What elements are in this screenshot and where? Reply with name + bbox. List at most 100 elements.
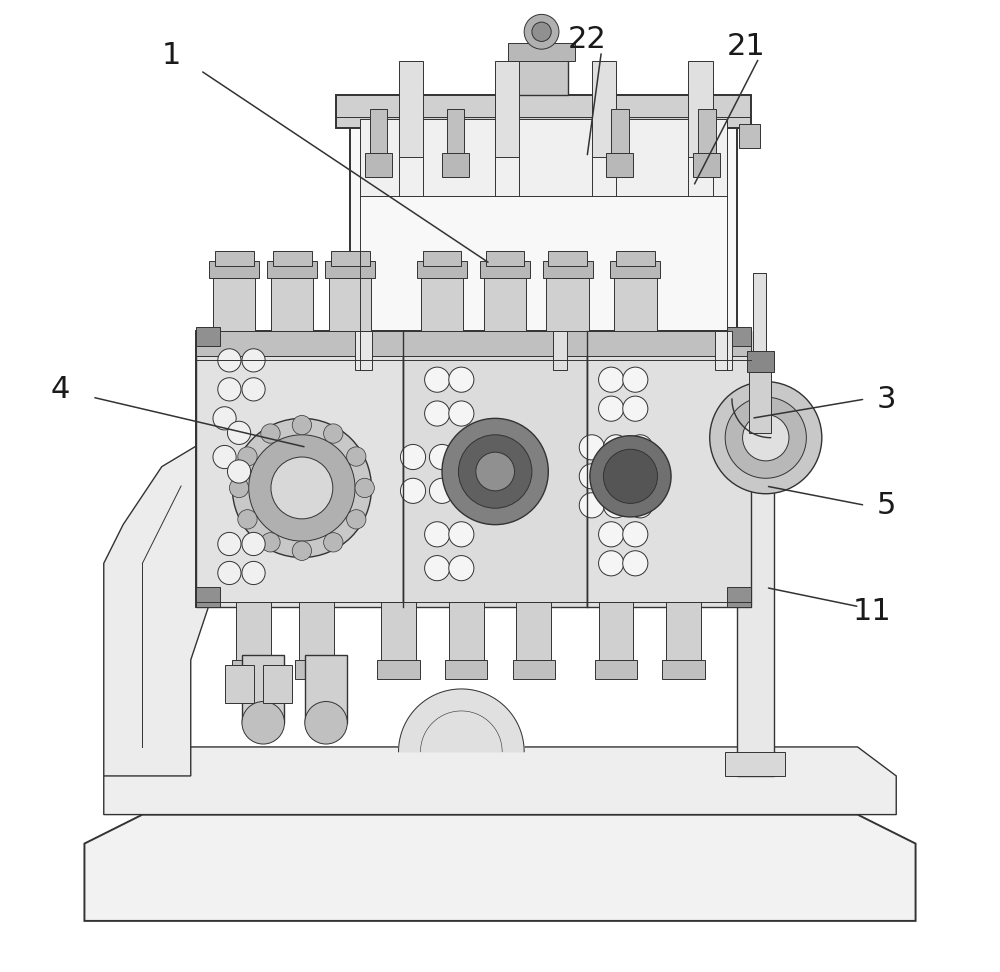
Circle shape bbox=[355, 478, 374, 498]
Circle shape bbox=[524, 15, 559, 50]
Bar bbox=[360, 119, 727, 196]
Bar bbox=[749, 361, 771, 433]
Circle shape bbox=[458, 434, 532, 508]
Bar bbox=[295, 660, 338, 679]
Circle shape bbox=[425, 556, 450, 580]
Text: 22: 22 bbox=[568, 25, 606, 54]
Circle shape bbox=[238, 447, 257, 467]
Circle shape bbox=[242, 349, 265, 372]
Bar bbox=[215, 251, 254, 265]
Bar bbox=[666, 602, 701, 665]
Circle shape bbox=[238, 509, 257, 529]
Bar bbox=[610, 260, 660, 278]
Polygon shape bbox=[104, 437, 287, 776]
Bar bbox=[417, 260, 467, 278]
Text: 4: 4 bbox=[51, 375, 70, 403]
Bar bbox=[611, 109, 629, 157]
Bar bbox=[516, 602, 551, 665]
Bar bbox=[614, 268, 657, 331]
Circle shape bbox=[425, 522, 450, 547]
Text: 21: 21 bbox=[727, 32, 766, 61]
Circle shape bbox=[271, 457, 333, 519]
Bar bbox=[480, 260, 530, 278]
Circle shape bbox=[449, 522, 474, 547]
Circle shape bbox=[242, 378, 265, 401]
Circle shape bbox=[743, 414, 789, 461]
Circle shape bbox=[603, 493, 629, 518]
Circle shape bbox=[579, 434, 604, 460]
Bar bbox=[546, 268, 589, 331]
Bar bbox=[329, 268, 371, 331]
Text: 3: 3 bbox=[877, 385, 896, 413]
Circle shape bbox=[710, 382, 822, 494]
Circle shape bbox=[242, 702, 284, 744]
Bar bbox=[271, 268, 313, 331]
Circle shape bbox=[261, 424, 280, 443]
Circle shape bbox=[429, 478, 455, 503]
Bar bbox=[196, 327, 220, 346]
Bar bbox=[225, 665, 254, 704]
Polygon shape bbox=[84, 815, 916, 920]
Circle shape bbox=[599, 522, 624, 547]
Circle shape bbox=[599, 367, 624, 393]
Bar bbox=[273, 251, 312, 265]
Polygon shape bbox=[104, 746, 896, 815]
Circle shape bbox=[425, 401, 450, 426]
Bar bbox=[232, 660, 275, 679]
Bar bbox=[213, 268, 255, 331]
Bar bbox=[698, 109, 716, 157]
Circle shape bbox=[623, 551, 648, 575]
Bar bbox=[196, 587, 220, 607]
Circle shape bbox=[603, 464, 629, 489]
Bar bbox=[267, 260, 317, 278]
Bar bbox=[336, 94, 751, 128]
Circle shape bbox=[628, 493, 653, 518]
Bar bbox=[727, 587, 751, 607]
Bar bbox=[445, 660, 487, 679]
Circle shape bbox=[261, 533, 280, 552]
Circle shape bbox=[400, 478, 426, 503]
Circle shape bbox=[579, 493, 604, 518]
Circle shape bbox=[292, 415, 312, 434]
Bar bbox=[263, 665, 292, 704]
Circle shape bbox=[449, 401, 474, 426]
Circle shape bbox=[603, 434, 629, 460]
Circle shape bbox=[232, 418, 371, 558]
Bar bbox=[595, 660, 637, 679]
Circle shape bbox=[454, 478, 479, 503]
Circle shape bbox=[218, 562, 241, 584]
Bar bbox=[423, 251, 461, 265]
Bar bbox=[442, 153, 469, 177]
Circle shape bbox=[218, 349, 241, 372]
Bar bbox=[616, 251, 655, 265]
Bar bbox=[399, 61, 423, 157]
Bar bbox=[753, 273, 766, 467]
Bar bbox=[553, 331, 567, 370]
Bar bbox=[739, 123, 760, 148]
Circle shape bbox=[218, 378, 241, 401]
Bar bbox=[592, 61, 616, 157]
Circle shape bbox=[449, 556, 474, 580]
Bar bbox=[370, 109, 387, 157]
Bar bbox=[196, 331, 403, 607]
Circle shape bbox=[449, 367, 474, 393]
Bar bbox=[196, 331, 751, 607]
Bar bbox=[715, 331, 732, 370]
Bar bbox=[514, 56, 568, 94]
Bar bbox=[447, 109, 464, 157]
Circle shape bbox=[590, 435, 671, 517]
Text: 5: 5 bbox=[877, 491, 896, 520]
Circle shape bbox=[218, 533, 241, 556]
Circle shape bbox=[249, 434, 355, 541]
Circle shape bbox=[623, 397, 648, 421]
Circle shape bbox=[725, 398, 806, 478]
Bar bbox=[606, 153, 633, 177]
Circle shape bbox=[400, 444, 426, 469]
Bar bbox=[688, 61, 713, 157]
Text: 11: 11 bbox=[853, 597, 891, 626]
Bar bbox=[599, 602, 633, 665]
Bar bbox=[365, 153, 392, 177]
Circle shape bbox=[292, 541, 312, 561]
Bar bbox=[196, 331, 751, 356]
Bar bbox=[495, 61, 519, 157]
